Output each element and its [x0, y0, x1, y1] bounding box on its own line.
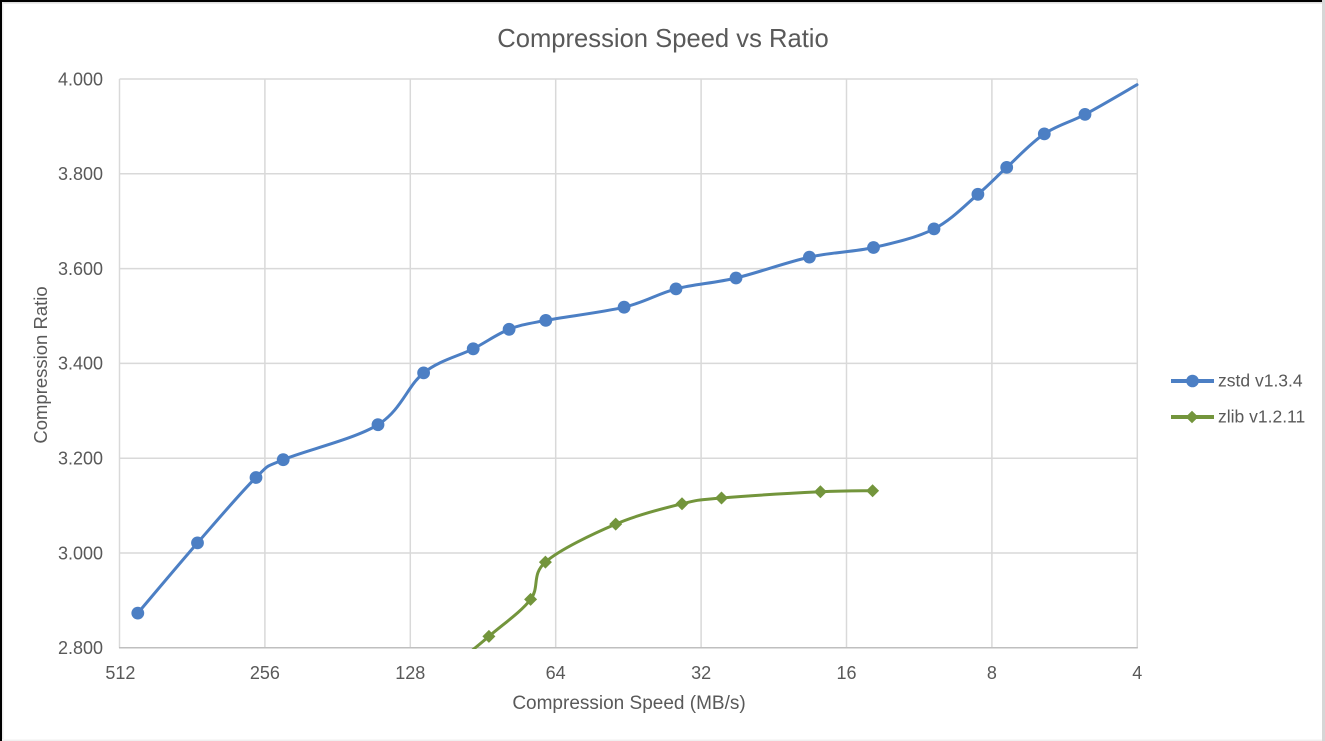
svg-text:32: 32 — [691, 663, 711, 683]
svg-text:Compression Ratio: Compression Ratio — [30, 286, 51, 443]
svg-text:Compression Speed vs Ratio: Compression Speed vs Ratio — [497, 25, 828, 53]
svg-text:3.600: 3.600 — [58, 259, 103, 279]
svg-text:2.800: 2.800 — [58, 638, 103, 658]
svg-text:128: 128 — [395, 663, 425, 683]
svg-text:3.200: 3.200 — [58, 449, 103, 469]
svg-text:64: 64 — [546, 663, 566, 683]
svg-text:8: 8 — [987, 663, 997, 683]
svg-text:3.400: 3.400 — [58, 354, 103, 374]
svg-text:3.000: 3.000 — [58, 543, 103, 563]
svg-text:4: 4 — [1132, 663, 1142, 683]
svg-text:3.800: 3.800 — [58, 164, 103, 184]
svg-text:Compression Speed (MB/s): Compression Speed (MB/s) — [512, 693, 745, 714]
svg-text:zstd v1.3.4: zstd v1.3.4 — [1218, 370, 1303, 390]
svg-text:zlib v1.2.11: zlib v1.2.11 — [1218, 406, 1305, 426]
svg-text:512: 512 — [105, 663, 135, 683]
svg-text:4.000: 4.000 — [58, 69, 103, 89]
svg-text:16: 16 — [836, 663, 856, 683]
svg-text:256: 256 — [250, 663, 280, 683]
